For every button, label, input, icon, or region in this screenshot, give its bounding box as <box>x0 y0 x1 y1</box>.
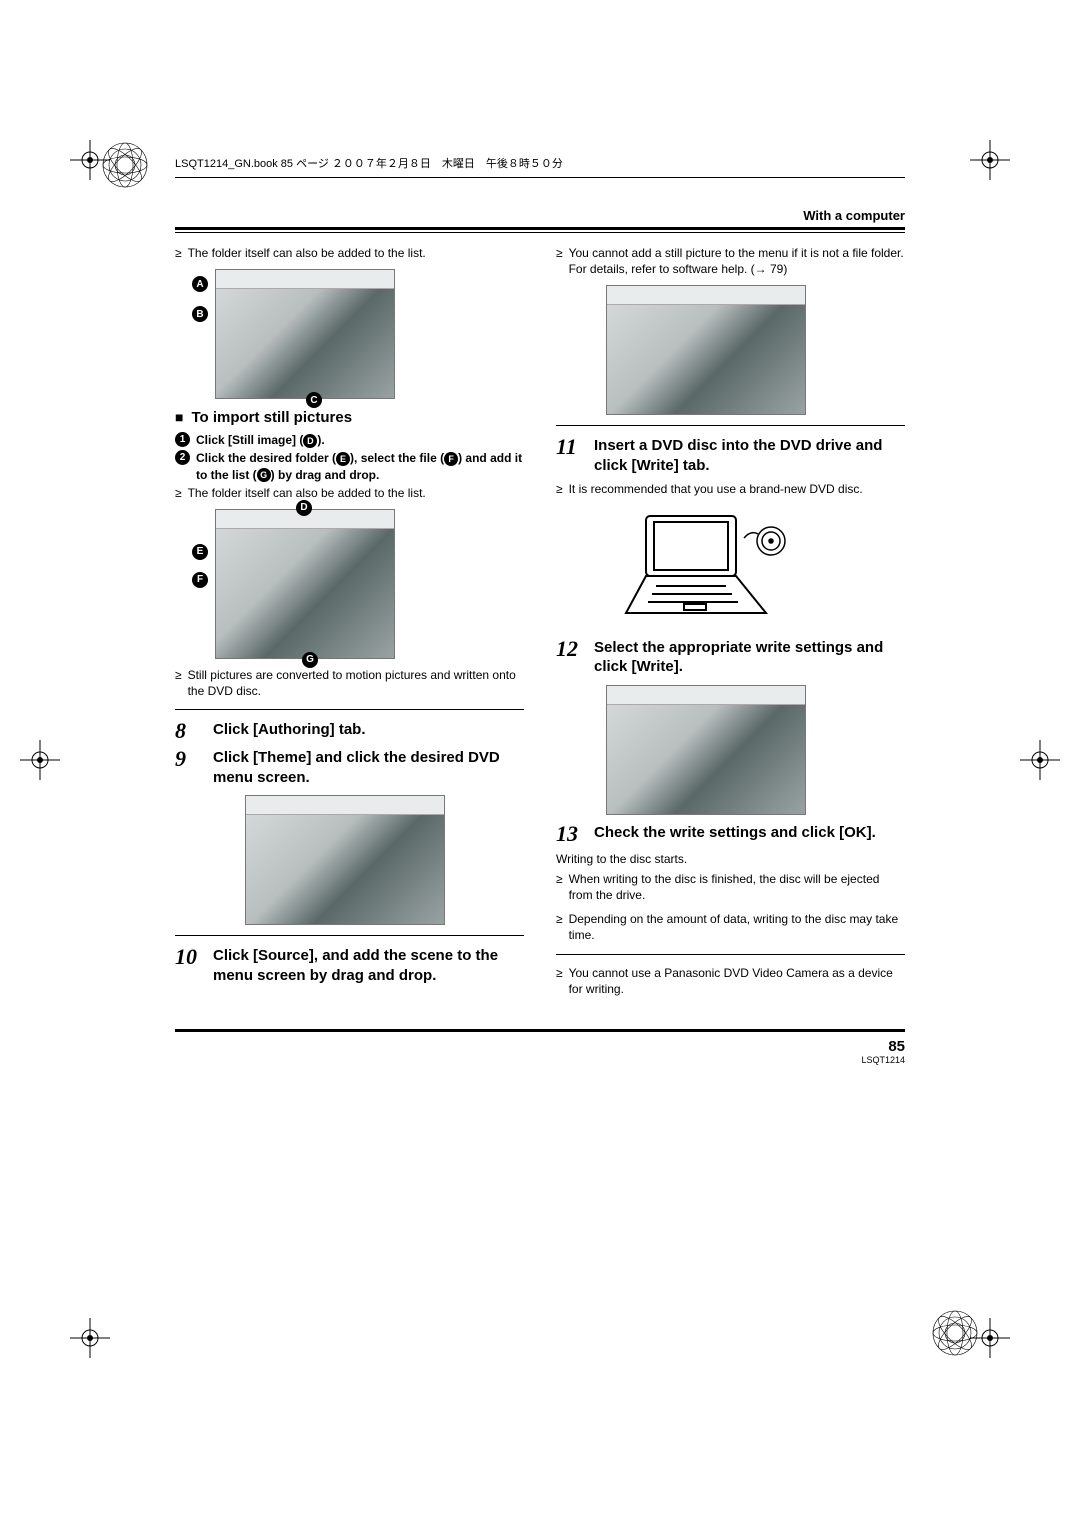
callout-f-icon: F <box>192 572 208 588</box>
step-8: 8Click [Authoring] tab. <box>175 720 524 742</box>
bullet-text: ≥The folder itself can also be added to … <box>175 245 524 261</box>
callout-e-icon: E <box>192 544 208 560</box>
spirograph-icon <box>930 1308 980 1358</box>
right-column: ≥ You cannot add a still picture to the … <box>556 245 905 1005</box>
header-divider <box>175 227 905 233</box>
crop-mark-icon <box>1020 740 1060 780</box>
section-header: With a computer <box>175 208 905 223</box>
numbered-step-1: 1 Click [Still image] (D). <box>175 432 524 448</box>
step-9: 9Click [Theme] and click the desired DVD… <box>175 748 524 787</box>
thin-divider <box>175 935 524 936</box>
step-10: 10Click [Source], and add the scene to t… <box>175 946 524 985</box>
footer-divider <box>175 1029 905 1032</box>
thin-divider <box>556 954 905 955</box>
step-13: 13Check the write settings and click [OK… <box>556 823 905 845</box>
software-screenshot <box>245 795 445 925</box>
crop-mark-icon <box>20 740 60 780</box>
software-screenshot: A B C <box>215 269 395 399</box>
callout-g-icon: G <box>302 652 318 668</box>
plain-text: Writing to the disc starts. <box>556 851 905 867</box>
numbered-step-2: 2 Click the desired folder (E), select t… <box>175 450 524 482</box>
bookmark-underline <box>175 177 905 178</box>
callout-b-icon: B <box>192 306 208 322</box>
bullet-text: ≥You cannot use a Panasonic DVD Video Ca… <box>556 965 905 997</box>
spirograph-icon <box>100 140 150 190</box>
page-number: 85 <box>175 1038 905 1055</box>
software-screenshot: D E F G <box>215 509 395 659</box>
bullet-text: ≥ You cannot add a still picture to the … <box>556 245 905 277</box>
callout-a-icon: A <box>192 276 208 292</box>
crop-mark-icon <box>970 140 1010 180</box>
step-11: 11Insert a DVD disc into the DVD drive a… <box>556 436 905 475</box>
bullet-text: ≥When writing to the disc is finished, t… <box>556 871 905 903</box>
thin-divider <box>175 709 524 710</box>
software-screenshot <box>606 285 806 415</box>
callout-c-icon: C <box>306 392 322 408</box>
document-code: LSQT1214 <box>175 1055 905 1065</box>
laptop-illustration-icon <box>616 508 796 628</box>
bookmark-text: LSQT1214_GN.book 85 ページ ２００７年２月８日 木曜日 午後… <box>175 155 905 171</box>
callout-d-icon: D <box>296 500 312 516</box>
page-content: LSQT1214_GN.book 85 ページ ２００７年２月８日 木曜日 午後… <box>175 155 905 1065</box>
bullet-text: ≥Still pictures are converted to motion … <box>175 667 524 699</box>
bullet-text: ≥It is recommended that you use a brand-… <box>556 481 905 497</box>
subheading-import: ■To import still pictures <box>175 409 524 426</box>
step-12: 12Select the appropriate write settings … <box>556 638 905 677</box>
crop-mark-icon <box>70 1318 110 1358</box>
left-column: ≥The folder itself can also be added to … <box>175 245 524 1005</box>
bullet-text: ≥Depending on the amount of data, writin… <box>556 911 905 943</box>
bullet-text: ≥The folder itself can also be added to … <box>175 485 524 501</box>
software-screenshot <box>606 685 806 815</box>
thin-divider <box>556 425 905 426</box>
